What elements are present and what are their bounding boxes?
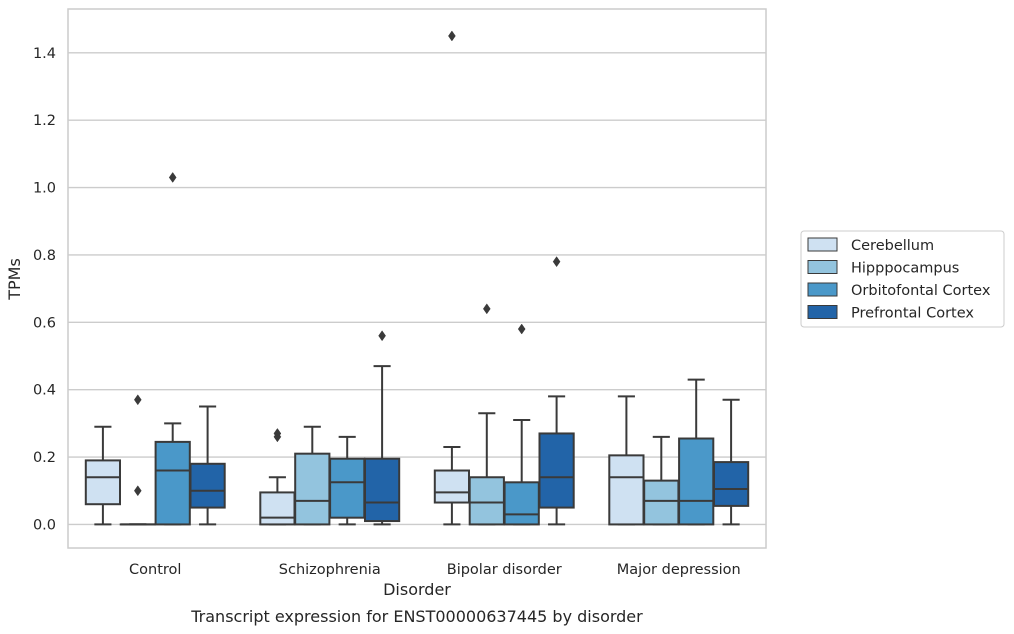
box-iqr [433,469,471,504]
box-series [84,30,750,526]
box-iqr [329,457,366,519]
box-hipppocampus [468,303,505,526]
box-iqr [294,452,331,526]
box-hipppocampus [294,425,331,526]
box-iqr [643,479,680,526]
box-iqr [503,481,540,526]
y-axis-label: TPMs [5,258,24,301]
legend-swatch [807,305,838,319]
legend: Cerebellum Hipppocampus Orbitofontal Corte… [800,230,1005,328]
outlier-point [133,394,142,406]
box-prefrontal-cortex [538,256,575,526]
box-iqr [259,491,296,526]
box-orbitofontal-cortex [329,435,366,526]
y-tick-label: 0.8 [33,248,56,264]
outlier-point [378,330,386,342]
figure-caption: Transcript expression for ENST0000063744… [190,607,643,626]
box-iqr [154,440,191,526]
y-tick-label: 1.4 [33,46,56,62]
legend-swatch [807,282,838,297]
box-orbitofontal-cortex [678,378,715,526]
box-prefrontal-cortex [189,405,226,526]
box-cerebellum [84,425,122,526]
box-iqr [712,461,750,507]
box-cerebellum [433,30,471,526]
legend-label: Orbitofontal Cortex [851,283,991,299]
outlier-point [517,323,526,335]
legend-label: Cerebellum [851,238,934,254]
y-axis-ticks: 0.0 0.2 0.4 0.6 0.8 1.0 1.2 1.4 [33,46,56,534]
y-tick-label: 0.2 [33,450,56,466]
box-iqr [678,437,715,526]
legend-label: Hipppocampus [851,261,959,277]
box-iqr [84,459,122,506]
x-axis-ticks: Control Schizophrenia Bipolar disorder Majo… [129,562,741,578]
y-tick-label: 1.0 [33,181,56,197]
outlier-point [273,428,282,439]
box-cerebellum [259,428,296,526]
box-iqr [608,454,645,526]
x-tick-label: Bipolar disorder [447,562,562,578]
legend-items: Cerebellum Hipppocampus Orbitofontal Corte… [807,237,991,322]
x-tick-label: Major depression [617,562,741,578]
legend-swatch [807,260,838,274]
box-prefrontal-cortex [363,330,401,526]
outlier-point [168,172,177,183]
legend-swatch [807,237,838,252]
box-iqr [468,476,505,526]
box-orbitofontal-cortex [503,323,540,526]
x-axis-label: Disorder [383,580,451,599]
legend-label: Prefrontal Cortex [851,306,974,322]
outlier-point [552,256,561,268]
y-tick-label: 0.4 [33,383,56,399]
legend-frame [800,230,1005,328]
box-orbitofontal-cortex [154,172,191,526]
outlier-point [448,30,456,42]
box-hipppocampus [643,435,680,526]
box-cerebellum [608,395,645,526]
box-prefrontal-cortex [712,398,750,526]
box-iqr [189,462,226,509]
x-tick-label: Schizophrenia [279,562,381,578]
outlier-point [482,303,491,315]
y-tick-label: 0.0 [33,517,56,533]
box-iqr [538,432,575,509]
box-hipppocampus [119,394,156,526]
outlier-point [133,485,142,497]
x-tick-label: Control [129,562,181,578]
plot-area-frame [67,8,767,549]
box-iqr [363,457,401,523]
y-tick-label: 0.6 [33,315,56,331]
y-tick-label: 1.2 [33,113,56,129]
